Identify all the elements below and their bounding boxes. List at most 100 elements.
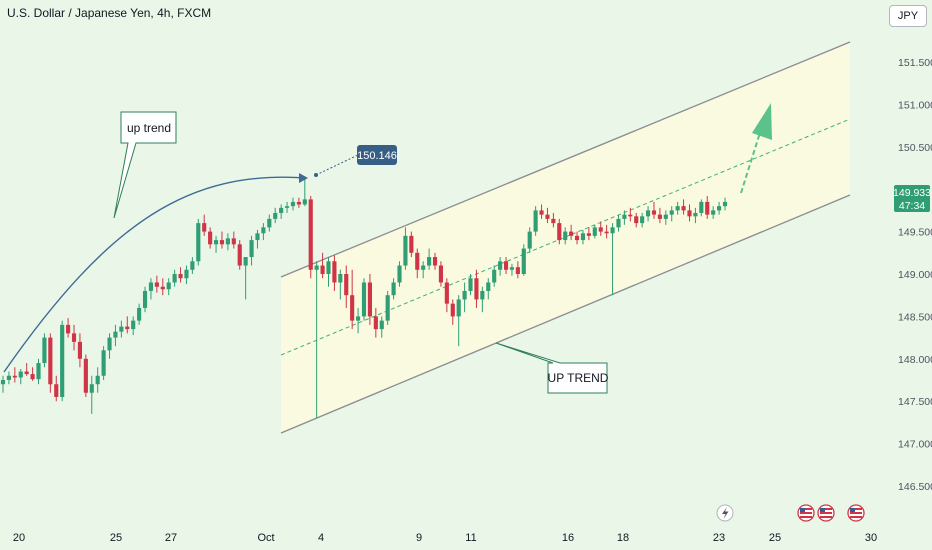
candle-body[interactable] (95, 375, 100, 385)
candle-body[interactable] (208, 231, 213, 245)
candle-body[interactable] (71, 333, 77, 342)
candle-body[interactable] (640, 216, 645, 224)
candle-body[interactable] (107, 337, 112, 351)
candle-body[interactable] (622, 214, 627, 219)
candle-body[interactable] (557, 223, 562, 241)
candle-body[interactable] (616, 218, 621, 228)
candle-body[interactable] (438, 265, 444, 283)
candle-body[interactable] (391, 282, 396, 296)
candle-body[interactable] (0, 380, 6, 385)
candle-body[interactable] (196, 223, 201, 262)
candle-body[interactable] (492, 269, 497, 283)
candle-body[interactable] (273, 212, 278, 219)
candle-body[interactable] (462, 290, 467, 300)
candle-body[interactable] (284, 206, 290, 208)
up-trend-caps-callout[interactable] (495, 342, 608, 394)
candle-body[interactable] (326, 261, 331, 274)
candle-body[interactable] (113, 331, 118, 338)
candle-body[interactable] (237, 244, 242, 266)
candle-body[interactable] (397, 265, 402, 283)
candle-body[interactable] (722, 201, 728, 207)
candle-body[interactable] (332, 261, 337, 283)
candle-body[interactable] (444, 282, 449, 304)
candle-body[interactable] (681, 206, 686, 211)
candle-body[interactable] (249, 240, 254, 258)
candle-body[interactable] (255, 233, 260, 241)
candle-body[interactable] (279, 207, 284, 213)
candle-body[interactable] (373, 316, 378, 330)
candle-body[interactable] (6, 375, 11, 380)
candle-body[interactable] (137, 307, 142, 321)
candle-body[interactable] (551, 218, 556, 224)
candle-body[interactable] (598, 227, 603, 232)
candle-body[interactable] (687, 210, 692, 217)
candle-body[interactable] (717, 206, 722, 211)
candle-body[interactable] (320, 265, 325, 274)
candle-body[interactable] (42, 337, 47, 364)
up-trend-curve[interactable] (3, 176, 307, 373)
candle-body[interactable] (486, 282, 491, 291)
candle-body[interactable] (243, 257, 248, 266)
candle-body[interactable] (89, 384, 94, 393)
candle-body[interactable] (24, 371, 29, 375)
up-arrow-head[interactable] (752, 103, 772, 140)
us-flag-icon[interactable] (847, 504, 865, 522)
candle-body[interactable] (154, 282, 159, 287)
candle-body[interactable] (66, 324, 71, 334)
candle-body[interactable] (569, 231, 574, 236)
candle-body[interactable] (213, 240, 219, 245)
candle-body[interactable] (18, 371, 23, 378)
up-trend-callout[interactable] (113, 111, 177, 219)
candle-body[interactable] (261, 227, 266, 234)
candle-body[interactable] (604, 231, 609, 234)
candle-body[interactable] (533, 210, 538, 232)
us-flag-icon[interactable] (797, 504, 815, 522)
candle-body[interactable] (421, 265, 426, 270)
candle-body[interactable] (148, 282, 154, 291)
candle-body[interactable] (699, 201, 704, 213)
candle-body[interactable] (669, 210, 674, 215)
candle-body[interactable] (267, 218, 272, 228)
candle-body[interactable] (219, 240, 225, 245)
candle-body[interactable] (302, 199, 307, 205)
candle-body[interactable] (580, 233, 586, 241)
candle-body[interactable] (178, 274, 183, 279)
candle-body[interactable] (515, 267, 520, 274)
candle-body[interactable] (30, 374, 35, 380)
candle-body[interactable] (663, 214, 668, 219)
candle-body[interactable] (480, 290, 485, 300)
candle-body[interactable] (12, 375, 17, 378)
candle-body[interactable] (77, 341, 83, 359)
candle-body[interactable] (314, 265, 319, 270)
candle-body[interactable] (350, 295, 355, 321)
candle-body[interactable] (563, 231, 568, 241)
candle-body[interactable] (36, 363, 41, 380)
candle-body[interactable] (521, 248, 526, 274)
candle-body[interactable] (356, 316, 361, 321)
candle-body[interactable] (172, 274, 177, 283)
candle-body[interactable] (308, 199, 313, 270)
candle-body[interactable] (142, 290, 148, 308)
candle-body[interactable] (456, 299, 461, 317)
candle-body[interactable] (202, 223, 207, 232)
candle-body[interactable] (628, 214, 633, 217)
candle-body[interactable] (592, 227, 597, 236)
candle-body[interactable] (160, 286, 165, 290)
candle-body[interactable] (527, 231, 532, 249)
candle-body[interactable] (409, 235, 414, 253)
candle-body[interactable] (539, 210, 544, 215)
lightning-icon[interactable] (716, 504, 734, 522)
candle-body[interactable] (361, 282, 367, 317)
candle-body[interactable] (119, 326, 124, 332)
candle-body[interactable] (48, 337, 53, 385)
us-flag-icon[interactable] (817, 504, 835, 522)
channel-upper-line[interactable] (280, 41, 851, 278)
candle-body[interactable] (503, 261, 509, 270)
candle-body[interactable] (468, 278, 473, 291)
candle-body[interactable] (131, 320, 136, 330)
candle-body[interactable] (651, 210, 657, 215)
candle-body[interactable] (60, 324, 65, 397)
candle-body[interactable] (385, 295, 390, 321)
currency-button[interactable]: JPY (889, 5, 927, 27)
